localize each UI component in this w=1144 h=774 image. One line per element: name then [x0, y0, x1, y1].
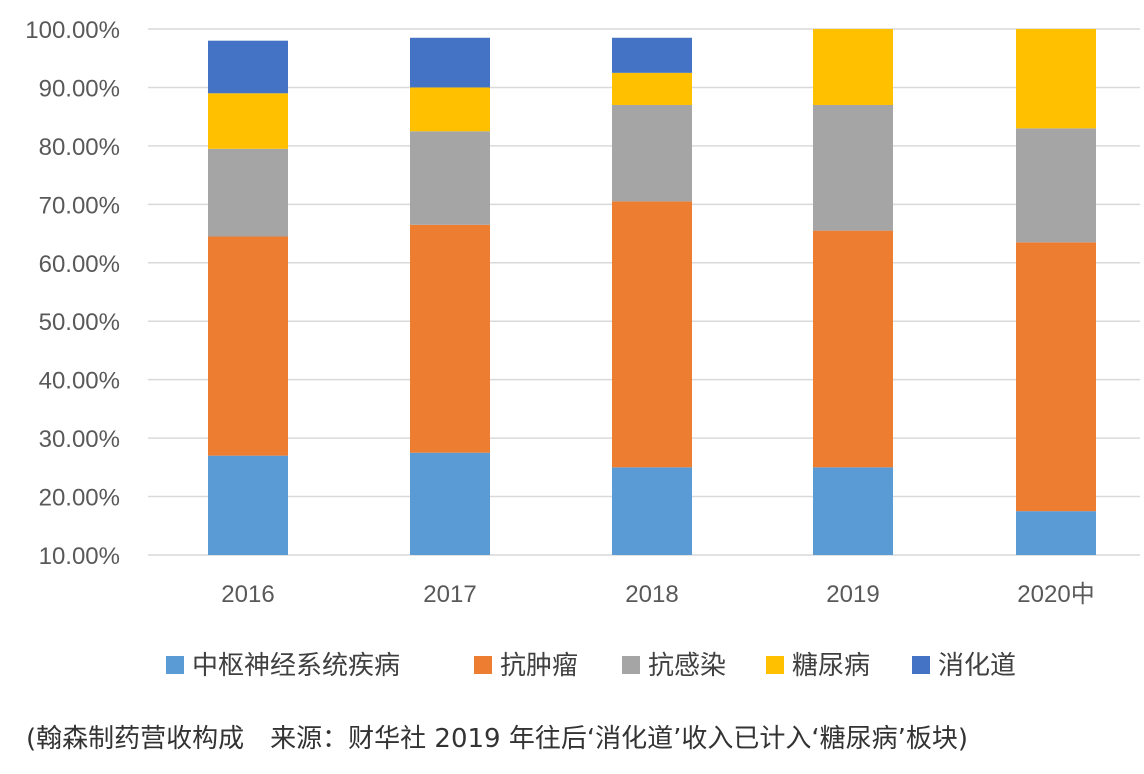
y-tick-label: 30.00% — [39, 426, 120, 453]
y-axis-ticks: 10.00% 20.00% 30.00% 40.00% 50.00% 60.00% 70.0… — [25, 17, 120, 570]
legend-swatch — [766, 656, 784, 674]
bar-segment — [813, 467, 893, 555]
legend-swatch — [622, 656, 640, 674]
bar-segment — [612, 201, 692, 468]
x-tick-label: 2016 — [221, 581, 274, 608]
y-tick-label: 50.00% — [39, 309, 120, 336]
bar-segment — [1016, 29, 1096, 129]
x-tick-label: 2018 — [625, 581, 678, 608]
x-tick-label: 2019 — [826, 581, 879, 608]
bar-segment — [612, 72, 692, 105]
bar-segment — [208, 455, 288, 555]
bar-segment — [612, 37, 692, 73]
bar-segment — [208, 148, 288, 237]
y-tick-label: 20.00% — [39, 485, 120, 512]
y-tick-label: 10.00% — [39, 543, 120, 570]
legend: 中枢神经系统疾病 抗肿瘤 抗感染 糖尿病 消化道 — [166, 651, 1016, 681]
bar-segment — [410, 87, 490, 132]
bar-segment — [410, 131, 490, 225]
y-tick-label: 80.00% — [39, 134, 120, 161]
bar-segment — [813, 230, 893, 468]
x-axis-ticks: 2016 2017 2018 2019 2020中 — [221, 581, 1094, 608]
bar-segment — [813, 104, 893, 231]
legend-label: 糖尿病 — [792, 651, 870, 681]
x-tick-label: 2020中 — [1017, 581, 1094, 608]
y-tick-label: 70.00% — [39, 192, 120, 219]
bar-segment — [410, 37, 490, 88]
x-tick-label: 2017 — [423, 581, 476, 608]
y-tick-label: 100.00% — [25, 17, 120, 44]
bar-segment — [208, 93, 288, 149]
legend-label: 中枢神经系统疾病 — [192, 651, 400, 681]
chart-caption: (翰森制药营收构成 来源：财华社 2019 年往后‘消化道’收入已计入‘糖尿病’… — [26, 724, 969, 754]
y-tick-label: 90.00% — [39, 75, 120, 102]
legend-label: 抗感染 — [648, 651, 726, 681]
legend-label: 抗肿瘤 — [500, 651, 578, 681]
y-tick-label: 60.00% — [39, 251, 120, 278]
bar-segment — [1016, 242, 1096, 512]
bar-segment — [612, 104, 692, 202]
legend-swatch — [166, 656, 184, 674]
bar-segment — [208, 236, 288, 456]
legend-swatch — [474, 656, 492, 674]
bar-segment — [208, 40, 288, 94]
legend-label: 消化道 — [938, 651, 1016, 681]
bar-segment — [612, 467, 692, 555]
bar-segment — [410, 452, 490, 555]
bars — [208, 29, 1096, 555]
bar-segment — [1016, 511, 1096, 555]
legend-swatch — [912, 656, 930, 674]
bar-segment — [813, 29, 893, 105]
bar-segment — [1016, 128, 1096, 243]
bar-segment — [410, 224, 490, 453]
y-tick-label: 40.00% — [39, 368, 120, 395]
